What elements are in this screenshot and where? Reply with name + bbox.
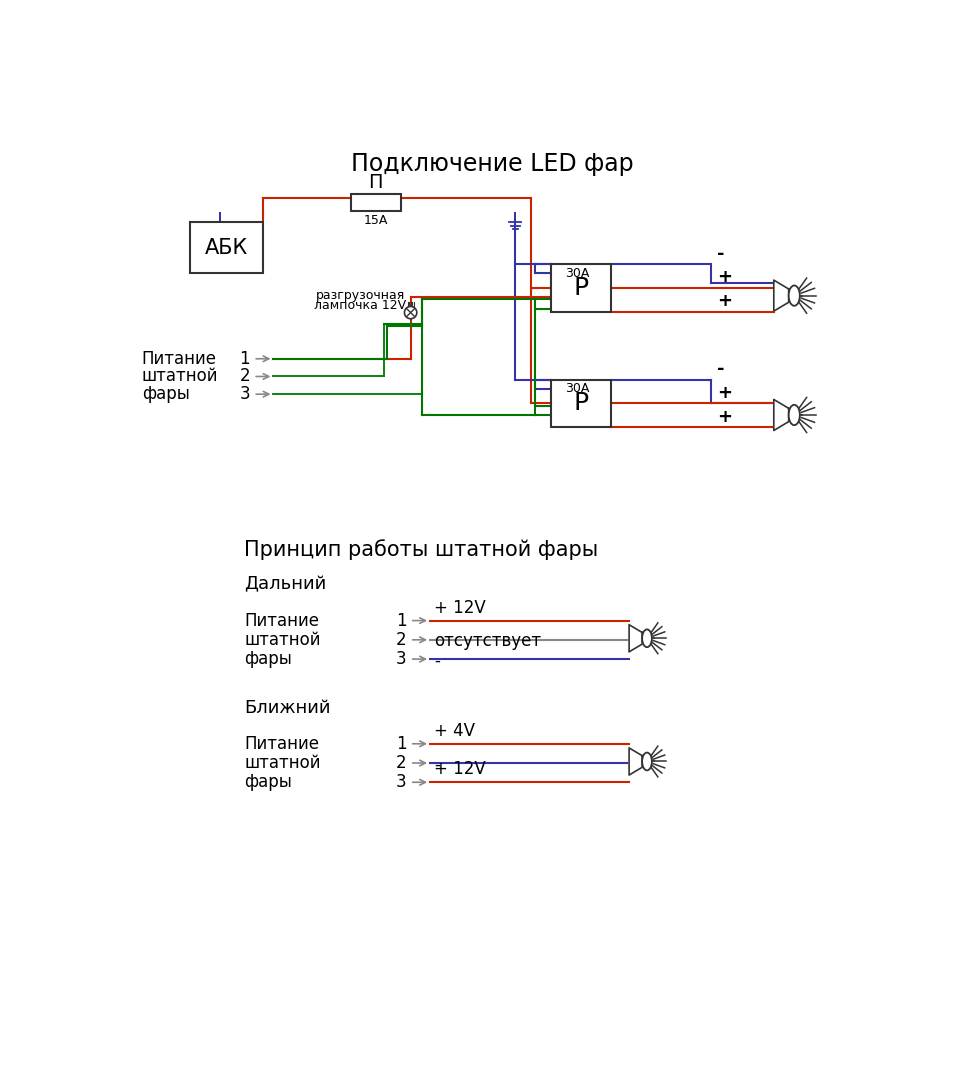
Text: Р: Р [573,276,588,300]
Text: фары: фары [142,385,189,403]
Text: Подключение LED фар: Подключение LED фар [350,152,634,176]
Text: разгрузочная: разгрузочная [316,289,405,302]
Polygon shape [629,748,642,775]
Ellipse shape [789,404,800,425]
Text: 15А: 15А [364,215,388,228]
Text: фары: фары [244,773,292,791]
Text: +: + [717,384,732,402]
Text: Принцип работы штатной фары: Принцип работы штатной фары [244,540,598,560]
Text: -: - [717,360,724,378]
Text: Дальний: Дальний [244,576,326,593]
Text: штатной: штатной [244,754,321,772]
Text: Питание: Питание [142,350,217,367]
Text: 2: 2 [396,631,407,649]
Text: Р: Р [573,391,588,415]
Ellipse shape [642,630,652,647]
Text: 3: 3 [396,773,407,791]
Text: 3: 3 [240,385,251,403]
Text: 30А: 30А [565,267,589,280]
Text: отсутствует: отсутствует [434,632,541,650]
Bar [351,194,400,211]
Text: + 12V: + 12V [434,760,486,778]
Text: + 4V: + 4V [434,722,475,740]
Bar [551,379,612,427]
Text: 1: 1 [396,611,407,630]
Text: Питание: Питание [244,611,319,630]
Text: 1: 1 [396,735,407,752]
Text: +: + [717,269,732,286]
Text: 30А: 30А [565,383,589,396]
Text: 2: 2 [396,754,407,772]
Bar [551,264,612,312]
Polygon shape [629,624,642,651]
Ellipse shape [789,285,800,306]
Text: +: + [717,408,732,426]
Text: 3: 3 [396,650,407,668]
Bar [190,222,263,272]
Text: Питание: Питание [244,735,319,752]
Ellipse shape [642,752,652,771]
Text: лампочка 12V: лампочка 12V [314,299,406,312]
Text: Ближний: Ближний [244,698,330,717]
Text: +: + [717,293,732,310]
Text: -: - [717,245,724,262]
Polygon shape [774,400,789,430]
Text: 2: 2 [240,367,251,386]
Text: фары: фары [244,650,292,668]
Text: -: - [434,651,440,670]
Text: АБК: АБК [204,237,249,258]
Text: + 12V: + 12V [434,598,486,617]
Polygon shape [774,280,789,311]
Text: штатной: штатной [142,367,218,386]
Text: 1: 1 [240,350,251,367]
Circle shape [404,307,417,319]
Text: П: П [369,173,383,192]
Text: -: - [434,756,440,774]
Text: штатной: штатной [244,631,321,649]
